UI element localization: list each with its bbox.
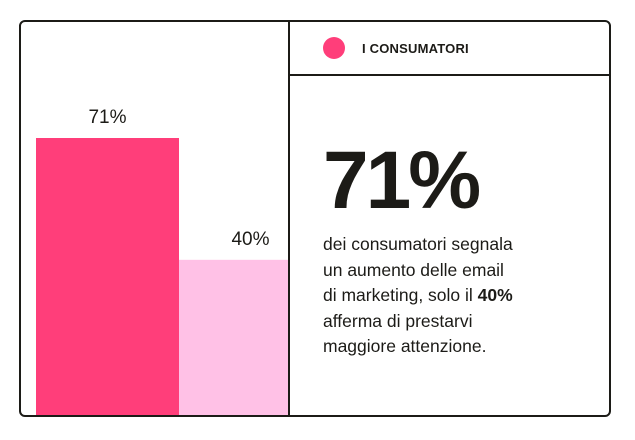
bar-2-data-label: 40% <box>231 229 269 250</box>
vertical-divider <box>288 22 290 415</box>
bar-chart: 71% 40% <box>36 107 288 415</box>
stat-description: dei consumatori segnala un aumento delle… <box>323 232 583 360</box>
big-stat-value: 71% <box>323 135 481 226</box>
description-line: afferma di prestarvi <box>323 310 473 331</box>
info-header: I CONSUMATORI <box>290 22 609 76</box>
bar-2 <box>179 259 288 415</box>
bar-1-data-label: 71% <box>88 107 126 128</box>
header-label: I CONSUMATORI <box>362 40 469 56</box>
description-line: di marketing, solo il <box>323 285 478 305</box>
highlight-value: 40% <box>477 285 513 305</box>
pink-dot-icon <box>323 37 345 59</box>
bar-chart-panel: 71% 40% <box>21 22 288 415</box>
description-line: dei consumatori segnala <box>323 234 513 254</box>
info-panel: I CONSUMATORI 71% dei consumatori segnal… <box>290 22 609 415</box>
description-line: un aumento delle email <box>323 259 504 280</box>
stat-card: 71% 40% I CONSUMATORI 71% dei consumatori… <box>19 20 611 417</box>
description-line: maggiore attenzione. <box>323 336 487 356</box>
bar-1 <box>36 138 179 415</box>
